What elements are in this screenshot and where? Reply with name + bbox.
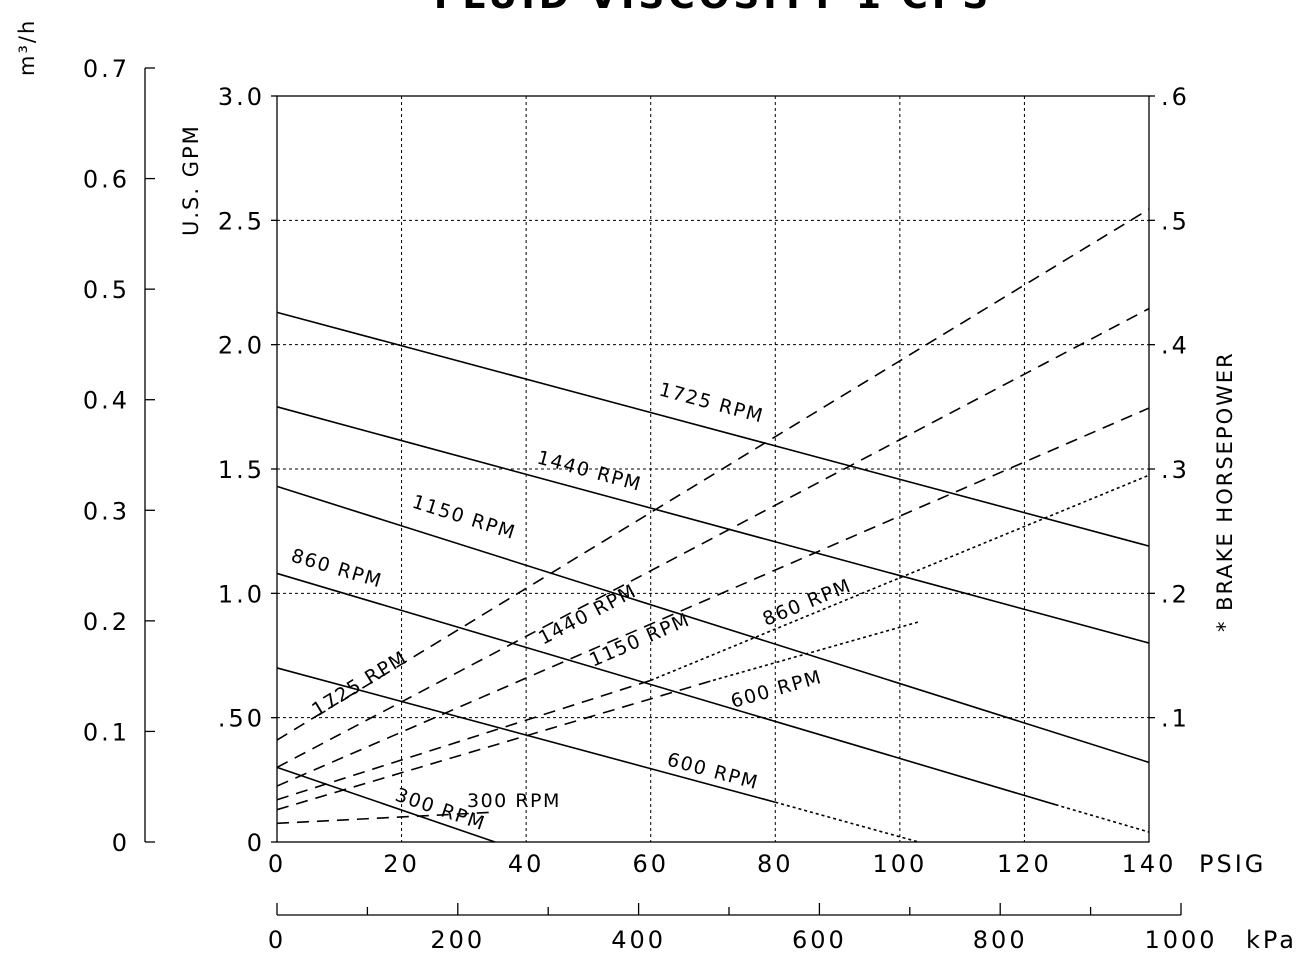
power-label: 600 RPM (728, 666, 824, 713)
curve-labels: 1725 RPM 1440 RPM 1150 RPM 860 RPM 600 RPM 30… (289, 379, 855, 836)
y-tick-label: 1.5 (218, 456, 265, 484)
x-axis-label: PSIG (1199, 850, 1266, 878)
power-curve-1725 (276, 208, 1150, 741)
x2-tick-label: 0 (268, 926, 286, 953)
flow-curves (276, 311, 1150, 843)
y2-tick-label: .2 (1161, 580, 1190, 608)
power-curve-300 (276, 811, 496, 825)
y3-tick-label: 0.2 (83, 608, 130, 636)
power-curve-1440 (276, 307, 1150, 769)
flow-label: 1725 RPM (657, 379, 766, 428)
y3-tick-label: 0.3 (83, 497, 130, 525)
power-label: 1725 RPM (308, 647, 411, 722)
horsepower-axis: .1 .2 .3 .4 .5 .6 (1149, 83, 1190, 733)
flow-label: 600 RPM (665, 749, 761, 795)
m3h-axis: 0 0.1 0.2 0.3 0.4 0.5 0.6 0.7 (83, 55, 155, 857)
y-axis-label: U.S. GPM (179, 124, 203, 236)
power-label: 300 RPM (467, 790, 561, 812)
psig-axis: 0 20 40 60 80 100 120 140 (268, 850, 1177, 878)
x-tick-label: 140 (1122, 850, 1177, 878)
flow-curve-860 (276, 572, 1056, 806)
x-tick-label: 60 (632, 850, 669, 878)
gpm-axis: 0 .50 1.0 1.5 2.0 2.5 3.0 (218, 83, 277, 857)
y-tick-label: 0 (247, 829, 265, 857)
y3-tick-label: 0.6 (83, 166, 130, 194)
y-tick-label: .50 (218, 705, 265, 733)
y3-tick-label: 0.1 (83, 718, 130, 746)
power-curve-600 (276, 679, 714, 811)
flow-label: 1150 RPM (409, 491, 518, 544)
y3-tick-label: 0 (112, 829, 130, 857)
flow-curve-600 (775, 801, 919, 843)
x-tick-label: 40 (508, 850, 545, 878)
x-tick-label: 0 (268, 850, 286, 878)
y2-tick-label: .5 (1161, 207, 1190, 235)
x2-tick-label: 1000 (1144, 926, 1217, 953)
flow-curve-300 (276, 766, 496, 843)
power-curves (276, 208, 1150, 825)
flow-curve-860 (1055, 803, 1150, 833)
flow-curve-1725 (276, 311, 1150, 547)
x2-tick-label: 600 (792, 926, 847, 953)
y-tick-label: 2.0 (218, 332, 265, 360)
y2-tick-label: .6 (1161, 83, 1190, 111)
x-tick-label: 20 (383, 850, 420, 878)
x-tick-label: 80 (757, 850, 794, 878)
y3-tick-label: 0.5 (83, 276, 130, 304)
x-tick-label: 120 (997, 850, 1052, 878)
kpa-axis: 0 200 400 600 800 1000 (268, 903, 1217, 953)
chart-title: FLUID VISCOSITY 1 CPS (434, 0, 992, 17)
power-curve-860 (276, 679, 651, 801)
y3-tick-label: 0.4 (83, 387, 130, 415)
flow-curve-1440 (276, 406, 1150, 644)
y2-tick-label: .4 (1161, 332, 1190, 360)
x2-tick-label: 200 (430, 926, 485, 953)
y2-tick-label: .3 (1161, 456, 1190, 484)
y-tick-label: 3.0 (218, 83, 265, 111)
x2-tick-label: 400 (611, 926, 666, 953)
y2-tick-label: .1 (1161, 705, 1190, 733)
flow-curve-1150 (276, 485, 1150, 764)
y2-axis-label: * BRAKE HORSEPOWER (1213, 351, 1237, 632)
y-tick-label: 1.0 (218, 580, 265, 608)
x2-tick-label: 800 (973, 926, 1028, 953)
y3-axis-label: m³/h (15, 19, 39, 76)
x2-axis-label: kPa (1246, 926, 1297, 953)
y-tick-label: 2.5 (218, 207, 265, 235)
flow-label: 860 RPM (289, 545, 385, 593)
x-tick-label: 100 (872, 850, 927, 878)
y3-tick-label: 0.7 (83, 55, 130, 83)
flow-label: 1440 RPM (535, 447, 644, 496)
grid-lines (277, 96, 1149, 842)
power-curve-1150 (276, 407, 1150, 787)
